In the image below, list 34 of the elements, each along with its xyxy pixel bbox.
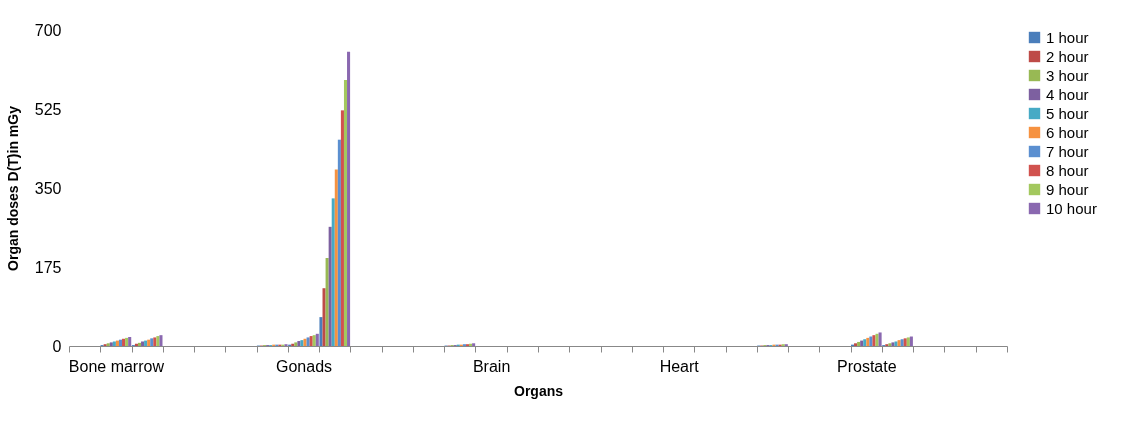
bar xyxy=(334,169,338,346)
y-tick-label: 700 xyxy=(34,21,62,39)
bar xyxy=(337,139,341,346)
x-tick-label: Brain xyxy=(472,357,511,375)
legend-label: 6 hour xyxy=(1046,123,1089,141)
legend-label: 2 hour xyxy=(1046,47,1089,65)
bar xyxy=(331,198,335,346)
legend-label: 7 hour xyxy=(1046,142,1089,160)
x-tick-label: Heart xyxy=(659,357,700,375)
y-tick-label: 0 xyxy=(52,337,62,355)
bar xyxy=(328,226,332,346)
legend-label: 8 hour xyxy=(1046,161,1089,179)
legend-label: 4 hour xyxy=(1046,85,1089,103)
bar xyxy=(343,80,348,346)
y-axis-title: Organ doses D(T)in mGy xyxy=(4,105,21,271)
x-tick-label: Prostate xyxy=(837,357,897,375)
bar xyxy=(118,339,123,346)
legend-label: 1 hour xyxy=(1046,28,1089,46)
y-tick-label: 525 xyxy=(34,100,62,118)
bar xyxy=(340,110,344,346)
bar xyxy=(322,288,326,346)
bar xyxy=(347,51,351,346)
bar xyxy=(319,317,323,346)
x-tick-label: Bone marrow xyxy=(68,357,165,375)
y-tick-label: 175 xyxy=(34,258,62,276)
bar xyxy=(137,342,142,346)
x-tick-label: Gonads xyxy=(275,357,333,375)
legend-label: 3 hour xyxy=(1046,66,1089,84)
legend-label: 9 hour xyxy=(1046,180,1089,198)
bar xyxy=(325,257,329,346)
x-axis-title: Organs xyxy=(513,382,564,399)
legend-label: 5 hour xyxy=(1046,104,1089,122)
y-tick-label: 350 xyxy=(34,179,62,197)
legend-label: 10 hour xyxy=(1046,199,1097,217)
